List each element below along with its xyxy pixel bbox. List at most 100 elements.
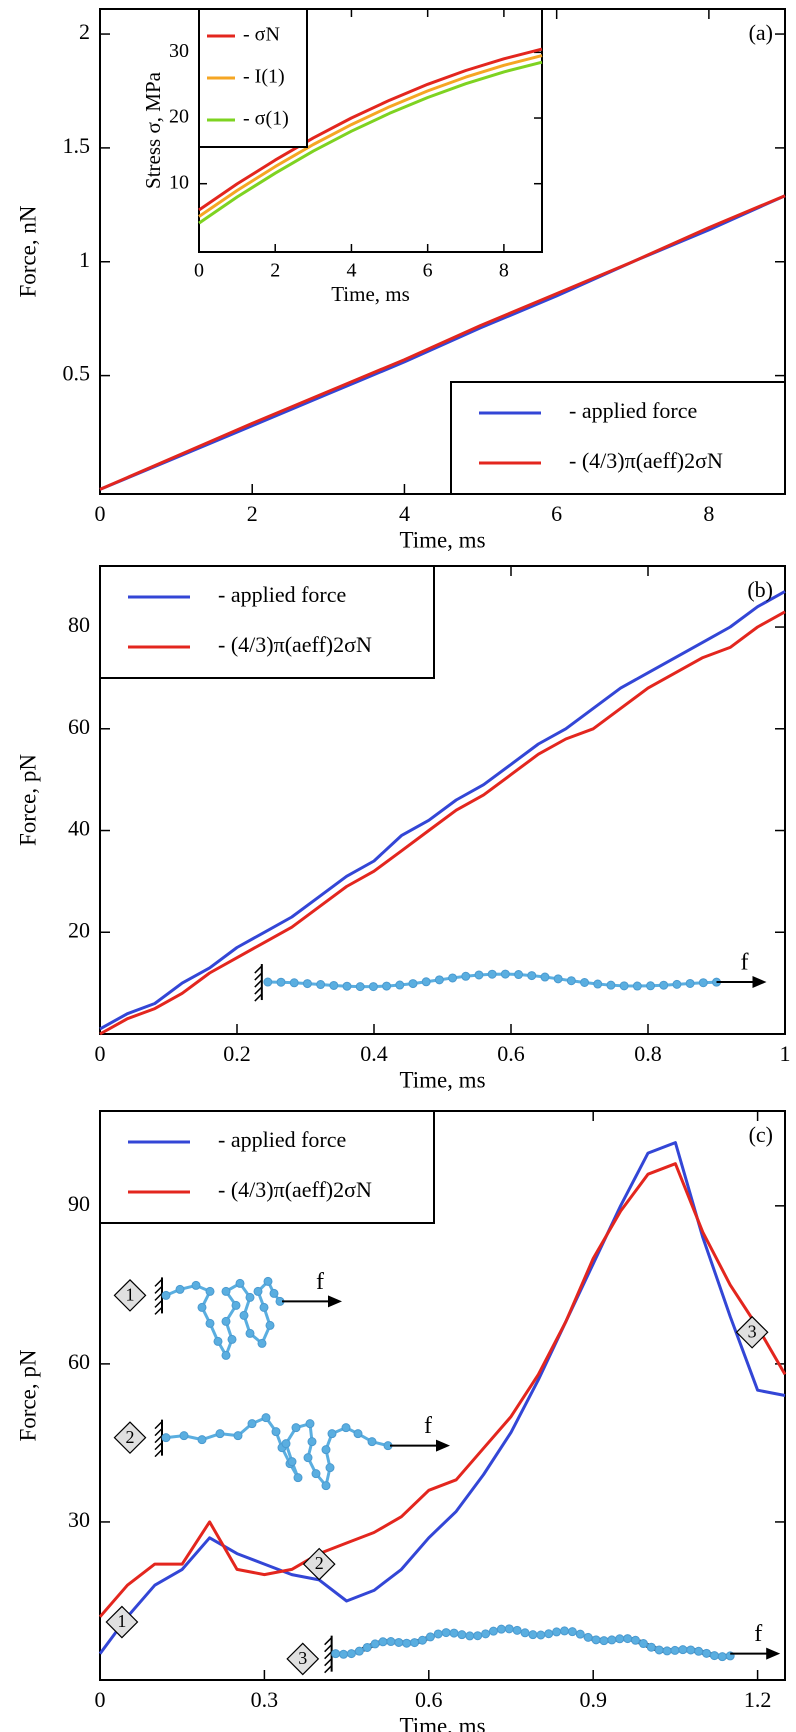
bead bbox=[221, 1316, 231, 1326]
wall-hatch bbox=[154, 1299, 163, 1308]
y-tick-label: 1 bbox=[79, 247, 90, 272]
bead bbox=[473, 1631, 483, 1641]
bead bbox=[441, 1628, 451, 1638]
bead bbox=[245, 1292, 255, 1302]
bead bbox=[433, 1629, 443, 1639]
force-label: f bbox=[316, 1269, 324, 1295]
bead bbox=[161, 1433, 171, 1443]
wall-hatch bbox=[324, 1644, 333, 1653]
arrow-head bbox=[436, 1439, 450, 1452]
bead bbox=[717, 1652, 727, 1662]
bead bbox=[448, 973, 458, 983]
bead bbox=[512, 1625, 522, 1635]
marker-label: 2 bbox=[315, 1553, 324, 1573]
wall-hatch bbox=[324, 1637, 333, 1646]
bead bbox=[528, 1630, 538, 1640]
bead bbox=[302, 979, 312, 989]
wall-hatch bbox=[254, 993, 263, 1002]
marker-diamond bbox=[302, 1547, 336, 1581]
bead bbox=[197, 1435, 207, 1445]
bead bbox=[552, 1627, 562, 1637]
bead bbox=[276, 977, 286, 987]
bead bbox=[500, 969, 510, 979]
bead bbox=[659, 980, 669, 990]
bead bbox=[646, 981, 656, 991]
y-tick-label: 20 bbox=[169, 106, 189, 128]
wall-hatch bbox=[324, 1658, 333, 1667]
bead bbox=[245, 1328, 255, 1338]
x-tick-label: 2 bbox=[247, 501, 258, 526]
marker-diamond bbox=[105, 1605, 139, 1639]
bead bbox=[591, 1635, 601, 1645]
panel-label: (c) bbox=[749, 1122, 773, 1147]
wall-hatch bbox=[154, 1428, 163, 1437]
legend-label: - applied force bbox=[218, 1127, 346, 1152]
bead bbox=[341, 1423, 351, 1433]
wall-hatch bbox=[324, 1651, 333, 1660]
bead bbox=[410, 1638, 420, 1648]
x-tick-label: 6 bbox=[423, 260, 433, 282]
marker-label: 1 bbox=[126, 1285, 135, 1305]
series-line bbox=[99, 194, 786, 491]
arrow-head bbox=[328, 1295, 342, 1308]
marker-diamond bbox=[113, 1278, 147, 1312]
bead bbox=[342, 981, 352, 991]
legend-label: - (4/3)π(aeff)2σN bbox=[569, 448, 723, 473]
bead bbox=[161, 1290, 171, 1300]
bead bbox=[289, 978, 299, 988]
y-axis-label: Stress σ, MPa bbox=[141, 71, 165, 189]
x-tick-label: 0 bbox=[95, 501, 106, 526]
wall-hatch bbox=[154, 1292, 163, 1301]
force-label: f bbox=[754, 1621, 762, 1647]
series-line bbox=[98, 1141, 786, 1655]
bead bbox=[269, 1288, 279, 1298]
marker-diamond bbox=[286, 1642, 320, 1676]
wall-hatch bbox=[254, 965, 263, 974]
y-tick-label: 60 bbox=[68, 714, 90, 739]
legend-label: - (4/3)π(aeff)2σN bbox=[218, 632, 372, 657]
bead bbox=[623, 1634, 633, 1644]
bead bbox=[402, 1638, 412, 1648]
bead bbox=[287, 1457, 297, 1467]
bead bbox=[425, 1632, 435, 1642]
bead bbox=[355, 982, 365, 992]
bead bbox=[632, 981, 642, 991]
bead bbox=[303, 1453, 313, 1463]
legend-box bbox=[99, 565, 435, 679]
panel-label: (b) bbox=[747, 577, 773, 602]
bead bbox=[599, 1636, 609, 1646]
x-tick-label: 6 bbox=[551, 501, 562, 526]
y-tick-label: 90 bbox=[68, 1191, 90, 1216]
bead bbox=[205, 1286, 215, 1296]
legend-box bbox=[450, 381, 786, 495]
x-tick-label: 0 bbox=[194, 260, 204, 282]
bead bbox=[367, 1437, 377, 1447]
bead bbox=[527, 971, 537, 981]
legend-label: - I(1) bbox=[243, 66, 285, 88]
bead bbox=[353, 1429, 363, 1439]
bead bbox=[514, 970, 524, 980]
bead bbox=[329, 980, 339, 990]
bead bbox=[321, 1481, 331, 1491]
x-tick-label: 1 bbox=[780, 1041, 791, 1066]
bead bbox=[607, 1635, 617, 1645]
x-tick-label: 8 bbox=[499, 260, 509, 282]
bead bbox=[327, 1429, 337, 1439]
bead bbox=[316, 980, 326, 990]
x-tick-label: 0 bbox=[95, 1687, 106, 1712]
bead bbox=[638, 1639, 648, 1649]
wall-hatch bbox=[254, 972, 263, 981]
x-tick-label: 0 bbox=[95, 1041, 106, 1066]
bead bbox=[567, 1627, 577, 1637]
bead bbox=[213, 1336, 223, 1346]
panel-label: (a) bbox=[749, 20, 773, 45]
x-axis-label: Time, ms bbox=[331, 282, 410, 306]
arrow-head bbox=[766, 1647, 781, 1660]
bead bbox=[378, 1637, 388, 1647]
force-label: f bbox=[741, 950, 749, 976]
bead bbox=[265, 1320, 275, 1330]
bead bbox=[311, 1469, 321, 1479]
marker-label: 1 bbox=[117, 1611, 126, 1631]
bead bbox=[488, 1626, 498, 1636]
y-axis-label: Force, nN bbox=[15, 205, 40, 297]
